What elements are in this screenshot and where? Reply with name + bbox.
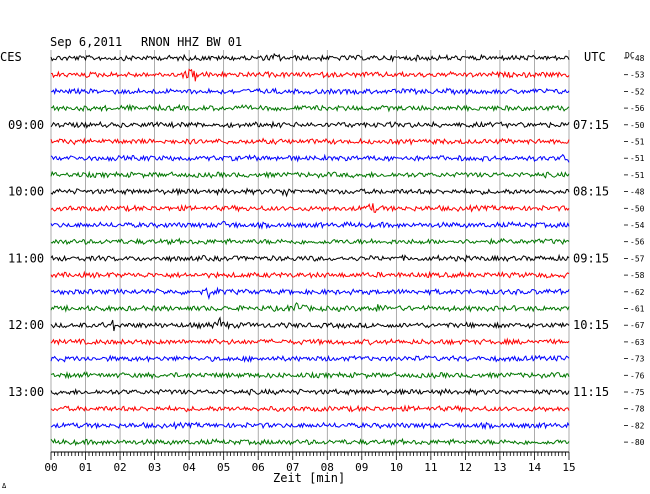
hour-labels: 09:00 10:00 11:00 12:00 13:00 07:15 08:15 09:15… [8, 118, 609, 399]
left-hour-label: 12:00 [8, 318, 44, 332]
right-hour-label: 07:15 [573, 118, 609, 132]
dc-offset-label: -63 [630, 338, 645, 347]
x-tick-label: 11 [424, 461, 437, 474]
dc-offset-label: -52 [630, 87, 645, 96]
trace-row-17 [50, 337, 570, 347]
dc-offset-label: -51 [630, 154, 645, 163]
x-tick-label: 10 [390, 461, 403, 474]
right-hour-label: 10:15 [573, 318, 609, 332]
right-hour-label: 09:15 [573, 251, 609, 265]
dc-offset-label: -51 [630, 171, 645, 180]
trace-row-21 [50, 404, 570, 414]
dc-label: DC [625, 51, 635, 60]
dc-offset-label: -53 [630, 71, 645, 80]
x-tick-label: 07 [286, 461, 299, 474]
right-hour-label: 08:15 [573, 185, 609, 199]
trace-row-2 [50, 87, 570, 96]
left-hour-label: 10:00 [8, 185, 44, 199]
trace-row-3 [50, 103, 570, 113]
trace-row-6 [50, 153, 570, 163]
dc-offset-label: -58 [630, 271, 645, 280]
dc-offset-label: -62 [630, 288, 645, 297]
corner-mark: Δ [2, 482, 7, 490]
dc-offset-label: -61 [630, 305, 645, 314]
trace-row-20 [50, 387, 570, 397]
left-hour-label: 09:00 [8, 118, 44, 132]
dc-offset-label: -76 [630, 371, 645, 380]
x-tick-label: 09 [355, 461, 368, 474]
x-tick-label: 14 [528, 461, 542, 474]
dc-offset-label: -82 [630, 421, 645, 430]
left-hour-label: 13:00 [8, 385, 44, 399]
dc-offset-label: -51 [630, 138, 645, 147]
trace-row-0 [50, 52, 570, 63]
trace-row-13 [50, 270, 570, 280]
x-tick-label: 04 [183, 461, 197, 474]
trace-row-18 [50, 354, 570, 364]
dc-offset-label: -67 [630, 321, 645, 330]
x-tick-label: 01 [79, 461, 92, 474]
left-hour-label: 11:00 [8, 251, 44, 265]
x-tick-label: 13 [493, 461, 506, 474]
trace-row-16 [50, 316, 570, 332]
trace-row-11 [50, 237, 570, 246]
x-tick-labels: 00 01 02 03 04 05 06 07 08 09 10 11 12 13 14 15 [44, 461, 575, 474]
dc-offset-label: -50 [630, 204, 645, 213]
trace-row-14 [50, 286, 570, 301]
x-tick-label: 15 [562, 461, 575, 474]
dc-offset-label: -56 [630, 238, 645, 247]
x-axis-label: Zeit [min] [273, 471, 345, 485]
x-tick-label: 08 [321, 461, 334, 474]
chart-date: Sep 6,2011 [50, 35, 122, 49]
left-timezone-label: CES [0, 50, 22, 64]
trace-row-10 [50, 220, 570, 230]
trace-row-9 [50, 203, 570, 213]
x-tick-label: 03 [148, 461, 161, 474]
trace-row-7 [50, 170, 570, 180]
x-tick-label: 02 [113, 461, 126, 474]
dc-offset-label: -78 [630, 405, 645, 414]
right-hour-label: 11:15 [573, 385, 609, 399]
dc-offset-label: -54 [630, 221, 645, 230]
x-tick-label: 00 [44, 461, 57, 474]
trace-row-22 [50, 420, 570, 431]
right-timezone-label: UTC [584, 50, 606, 64]
dc-offset-label: -75 [630, 388, 645, 397]
trace-row-23 [50, 437, 570, 447]
dc-offset-label: -48 [630, 54, 645, 63]
seismic-traces [50, 52, 570, 447]
trace-row-12 [50, 253, 570, 263]
chart-station: RNON HHZ BW 01 [141, 35, 242, 49]
x-tick-label: 05 [217, 461, 230, 474]
trace-row-8 [50, 187, 570, 198]
x-tick-label: 06 [252, 461, 265, 474]
dc-offset-label: -57 [630, 254, 645, 263]
dc-offset-label: -56 [630, 104, 645, 113]
dc-offset-label: -73 [630, 355, 645, 364]
trace-row-5 [50, 137, 570, 146]
dc-offset-labels: -48 -53 -52 -56 -50 -51 -51 -51 -48 -50 -54 -56 -57 -… [624, 54, 645, 447]
x-tick-label: 12 [459, 461, 472, 474]
time-gridlines [50, 50, 570, 460]
dc-offset-label: -50 [630, 121, 645, 130]
trace-row-19 [50, 370, 570, 380]
dc-offset-label: -80 [630, 438, 645, 447]
trace-row-15 [50, 302, 570, 313]
trace-row-4 [50, 120, 570, 129]
dc-offset-label: -48 [630, 188, 645, 197]
trace-row-1 [50, 68, 570, 82]
